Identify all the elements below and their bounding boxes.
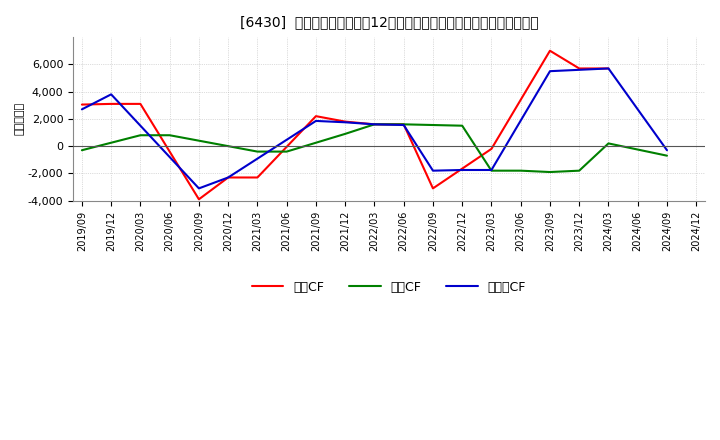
フリーCF — [546, 69, 554, 74]
営業CF — [194, 197, 203, 202]
投資CF — [341, 131, 349, 136]
営業CF — [428, 186, 437, 191]
営業CF — [253, 175, 262, 180]
営業CF — [224, 175, 233, 180]
投資CF — [253, 149, 262, 154]
投資CF — [166, 132, 174, 138]
営業CF — [78, 102, 86, 107]
営業CF — [341, 119, 349, 124]
Legend: 営業CF, 投資CF, フリーCF: 営業CF, 投資CF, フリーCF — [247, 275, 531, 299]
Line: 営業CF: 営業CF — [82, 51, 608, 199]
Title: [6430]  キャッシュフローの12か月移動合計の対前年同期増減額の推移: [6430] キャッシュフローの12か月移動合計の対前年同期増減額の推移 — [240, 15, 539, 29]
フリーCF — [78, 107, 86, 112]
フリーCF — [662, 147, 671, 153]
投資CF — [662, 153, 671, 158]
フリーCF — [341, 120, 349, 125]
投資CF — [282, 149, 291, 154]
投資CF — [516, 168, 525, 173]
フリーCF — [194, 186, 203, 191]
営業CF — [546, 48, 554, 53]
投資CF — [604, 141, 613, 146]
投資CF — [487, 168, 496, 173]
投資CF — [370, 122, 379, 127]
営業CF — [487, 146, 496, 151]
フリーCF — [224, 175, 233, 180]
営業CF — [136, 101, 145, 106]
営業CF — [107, 101, 115, 106]
Line: 投資CF: 投資CF — [82, 125, 667, 172]
Line: フリーCF: フリーCF — [82, 69, 667, 188]
フリーCF — [575, 67, 583, 73]
営業CF — [604, 66, 613, 71]
営業CF — [575, 66, 583, 71]
フリーCF — [487, 167, 496, 172]
投資CF — [458, 123, 467, 128]
フリーCF — [428, 168, 437, 173]
営業CF — [312, 114, 320, 119]
投資CF — [78, 147, 86, 153]
営業CF — [370, 122, 379, 127]
フリーCF — [370, 122, 379, 127]
投資CF — [546, 169, 554, 175]
投資CF — [136, 132, 145, 138]
フリーCF — [458, 167, 467, 172]
フリーCF — [400, 122, 408, 128]
投資CF — [400, 122, 408, 127]
Y-axis label: （百万円）: （百万円） — [15, 103, 25, 136]
フリーCF — [604, 66, 613, 71]
フリーCF — [107, 92, 115, 97]
営業CF — [400, 122, 408, 127]
投資CF — [575, 168, 583, 173]
フリーCF — [312, 118, 320, 124]
